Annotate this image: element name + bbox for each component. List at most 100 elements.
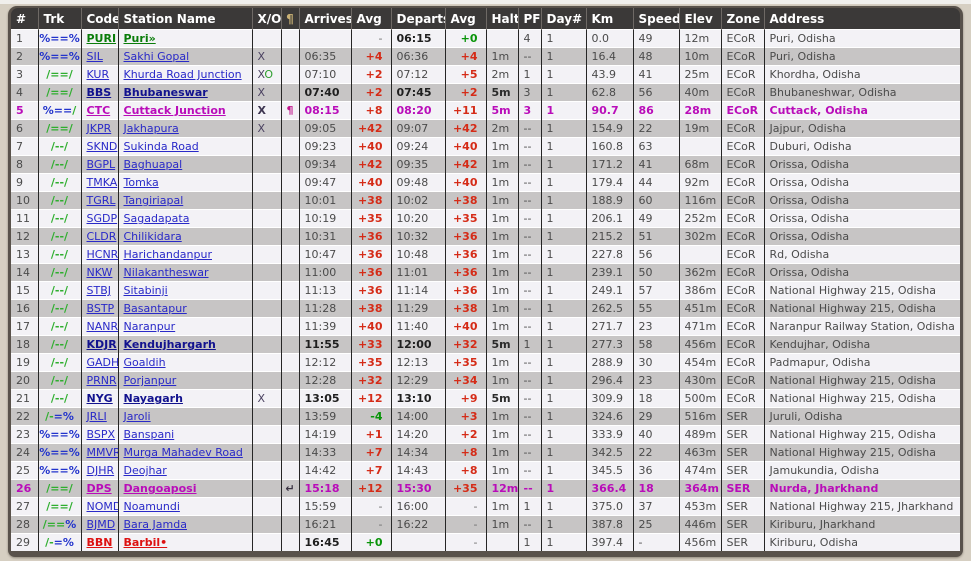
arrival-delay-value: +8 bbox=[365, 104, 383, 117]
station-code-link[interactable]: JKPR bbox=[86, 122, 112, 135]
cell-station-name: Sakhi Gopal bbox=[117, 47, 252, 66]
cell-crossing-xo bbox=[251, 335, 281, 354]
station-code-link[interactable]: CTC bbox=[86, 104, 111, 117]
cell-track-type: /--/ bbox=[37, 173, 81, 192]
station-code-link[interactable]: KUR bbox=[86, 68, 110, 81]
station-name-link[interactable]: Bhubaneswar bbox=[123, 86, 208, 99]
cell-km: 262.5 bbox=[585, 299, 633, 318]
cell-note-marker bbox=[280, 137, 299, 156]
station-name-link[interactable]: Kendujhargarh bbox=[123, 338, 216, 351]
col-header-arrives: Arrives bbox=[298, 8, 351, 30]
crossing-marker: X bbox=[257, 104, 266, 117]
table-row-dps: 26 /==/ DPS Dangoaposi ↵ 15:18 +12 15:30 +35 12m -… bbox=[11, 479, 960, 498]
table-row-kdjr: 18 /--/ KDJR Kendujhargarh 11:55 +33 12:00 +32 5… bbox=[11, 335, 960, 354]
station-name-link[interactable]: Jaroli bbox=[123, 410, 151, 423]
station-name-link[interactable]: Goaldih bbox=[123, 356, 166, 369]
station-name-link[interactable]: Sitabinji bbox=[123, 284, 168, 297]
station-code-link[interactable]: CLDR bbox=[86, 230, 117, 243]
cell-crossing-xo bbox=[251, 155, 281, 174]
crossing-marker: X bbox=[257, 86, 266, 99]
station-code-link[interactable]: GADH bbox=[86, 356, 119, 369]
station-name-link[interactable]: Barbil• bbox=[123, 536, 168, 549]
station-name-link[interactable]: Sagadapata bbox=[123, 212, 190, 225]
station-name-link[interactable]: Nayagarh bbox=[123, 392, 183, 405]
cell-platform: -- bbox=[517, 353, 541, 372]
cell-arrival-delay: +38 bbox=[350, 191, 391, 210]
cell-halt: 5m bbox=[485, 101, 518, 120]
cell-arrival-delay: +36 bbox=[350, 281, 391, 300]
station-name-link[interactable]: Naranpur bbox=[123, 320, 176, 333]
cell-departs: 06:15 bbox=[390, 29, 445, 48]
crossing-marker: X bbox=[257, 50, 266, 63]
station-code-link[interactable]: NYG bbox=[86, 392, 113, 405]
cell-zone: ECoR bbox=[720, 191, 764, 210]
station-code-link[interactable]: PRNR bbox=[86, 374, 117, 387]
station-code-link[interactable]: SKND bbox=[86, 140, 118, 153]
station-code-link[interactable]: TMKA bbox=[86, 176, 118, 189]
cell-km: 277.3 bbox=[585, 335, 633, 354]
cell-arrives: 09:34 bbox=[298, 155, 351, 174]
station-name-link[interactable]: Noamundi bbox=[123, 500, 180, 513]
track-symbol: /--/ bbox=[50, 176, 69, 189]
cell-day: 1 bbox=[540, 47, 586, 66]
station-name-link[interactable]: Dangoaposi bbox=[123, 482, 197, 495]
cell-day: 1 bbox=[540, 461, 586, 480]
cell-platform: 1 bbox=[517, 335, 541, 354]
station-name-link[interactable]: Harichandanpur bbox=[123, 248, 213, 261]
cell-station-code: TMKA bbox=[80, 173, 118, 192]
station-code-link[interactable]: BBN bbox=[86, 536, 113, 549]
station-code-link[interactable]: DPS bbox=[86, 482, 112, 495]
cell-halt bbox=[485, 533, 518, 551]
cell-station-name: Tomka bbox=[117, 173, 252, 192]
station-name-link[interactable]: Khurda Road Junction bbox=[123, 68, 242, 81]
station-name-link[interactable]: Porjanpur bbox=[123, 374, 177, 387]
station-code-link[interactable]: MMVR bbox=[86, 446, 119, 459]
station-code-link[interactable]: SGDP bbox=[86, 212, 118, 225]
station-name-link[interactable]: Basantapur bbox=[123, 302, 187, 315]
departure-delay-value: +38 bbox=[452, 194, 478, 207]
arrival-delay-value: +35 bbox=[357, 356, 383, 369]
station-name-link[interactable]: Sakhi Gopal bbox=[123, 50, 190, 63]
cell-day: 1 bbox=[540, 497, 586, 516]
arrival-delay-value: +38 bbox=[357, 302, 383, 315]
station-code-link[interactable]: NOMD bbox=[86, 500, 119, 513]
station-code-link[interactable]: HCNR bbox=[86, 248, 119, 261]
station-code-link[interactable]: STBJ bbox=[86, 284, 112, 297]
station-code-link[interactable]: BSPX bbox=[86, 428, 116, 441]
station-code-link[interactable]: BGPL bbox=[86, 158, 116, 171]
station-code-link[interactable]: KDJR bbox=[86, 338, 117, 351]
station-name-link[interactable]: Chilikidara bbox=[123, 230, 182, 243]
station-code-link[interactable]: NANR bbox=[86, 320, 119, 333]
station-name-link[interactable]: Murga Mahadev Road bbox=[123, 446, 243, 459]
cell-station-name: Tangiriapal bbox=[117, 191, 252, 210]
station-code-link[interactable]: PURI bbox=[86, 32, 117, 45]
station-code-link[interactable]: SIL bbox=[86, 50, 103, 63]
station-name-link[interactable]: Baghuapal bbox=[123, 158, 183, 171]
cell-crossing-xo bbox=[251, 479, 281, 498]
station-name-link[interactable]: Sukinda Road bbox=[123, 140, 199, 153]
station-name-link[interactable]: Deojhar bbox=[123, 464, 167, 477]
station-code-link[interactable]: TGRL bbox=[86, 194, 116, 207]
station-name-link[interactable]: Jakhapura bbox=[123, 122, 179, 135]
departure-delay-value: +8 bbox=[460, 446, 478, 459]
station-name-link[interactable]: Banspani bbox=[123, 428, 175, 441]
station-code-link[interactable]: NKW bbox=[86, 266, 113, 279]
station-code-link[interactable]: DJHR bbox=[86, 464, 115, 477]
station-code-link[interactable]: BSTP bbox=[86, 302, 115, 315]
station-name-link[interactable]: Bara Jamda bbox=[123, 518, 187, 531]
cell-departs: 10:02 bbox=[390, 191, 445, 210]
station-code-link[interactable]: JRLI bbox=[86, 410, 107, 423]
station-name-link[interactable]: Tangiriapal bbox=[123, 194, 184, 207]
station-name-link[interactable]: Tomka bbox=[123, 176, 159, 189]
station-code-link[interactable]: BBS bbox=[86, 86, 112, 99]
cell-crossing-xo bbox=[251, 461, 281, 480]
station-name-link[interactable]: Nilakantheswar bbox=[123, 266, 209, 279]
cell-crossing-xo bbox=[251, 533, 281, 551]
station-name-link[interactable]: Cuttack Junction bbox=[123, 104, 226, 117]
cell-row-number: 10 bbox=[11, 191, 38, 210]
cell-zone: SER bbox=[720, 479, 764, 498]
station-code-link[interactable]: BJMD bbox=[86, 518, 116, 531]
station-name-link[interactable]: Puri» bbox=[123, 32, 156, 45]
cell-track-type: /-=% bbox=[37, 407, 81, 426]
track-symbol: /--/ bbox=[50, 320, 69, 333]
